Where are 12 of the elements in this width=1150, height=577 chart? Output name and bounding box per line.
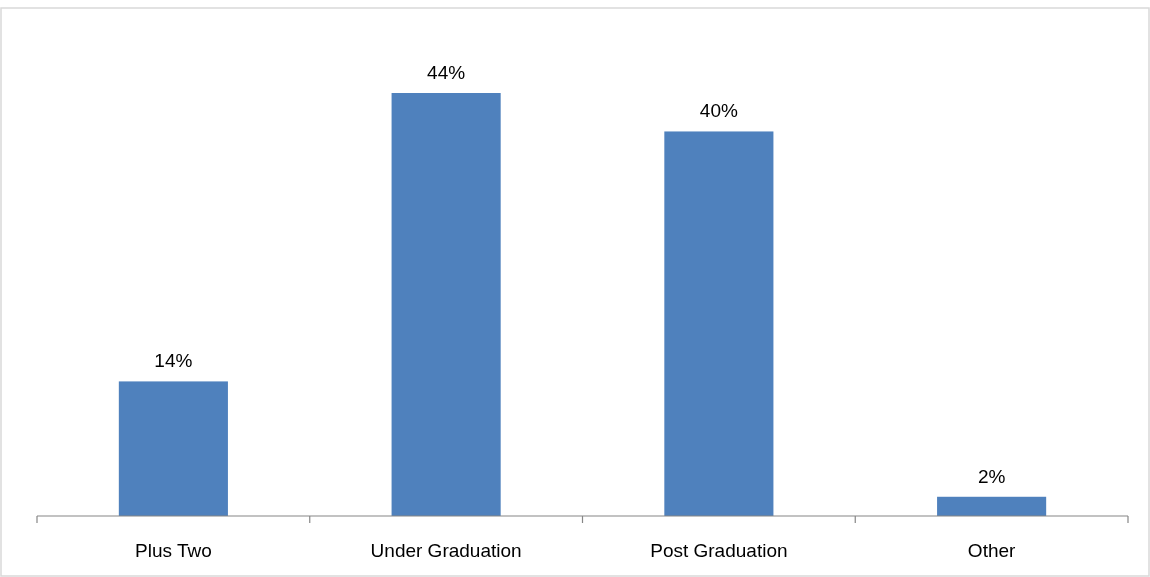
bar <box>391 93 501 516</box>
data-label: 2% <box>977 465 1006 487</box>
bar <box>118 381 228 516</box>
x-tick-label: Other <box>967 540 1017 561</box>
data-label: 44% <box>427 62 466 83</box>
bar <box>937 496 1047 516</box>
x-tick-label: Under Graduation <box>370 540 522 561</box>
bar <box>664 131 774 516</box>
data-label: 40% <box>699 100 738 122</box>
x-tick-label: Plus Two <box>135 540 212 561</box>
x-tick-label: Post Graduation <box>650 540 788 561</box>
data-label: 14% <box>154 350 193 372</box>
